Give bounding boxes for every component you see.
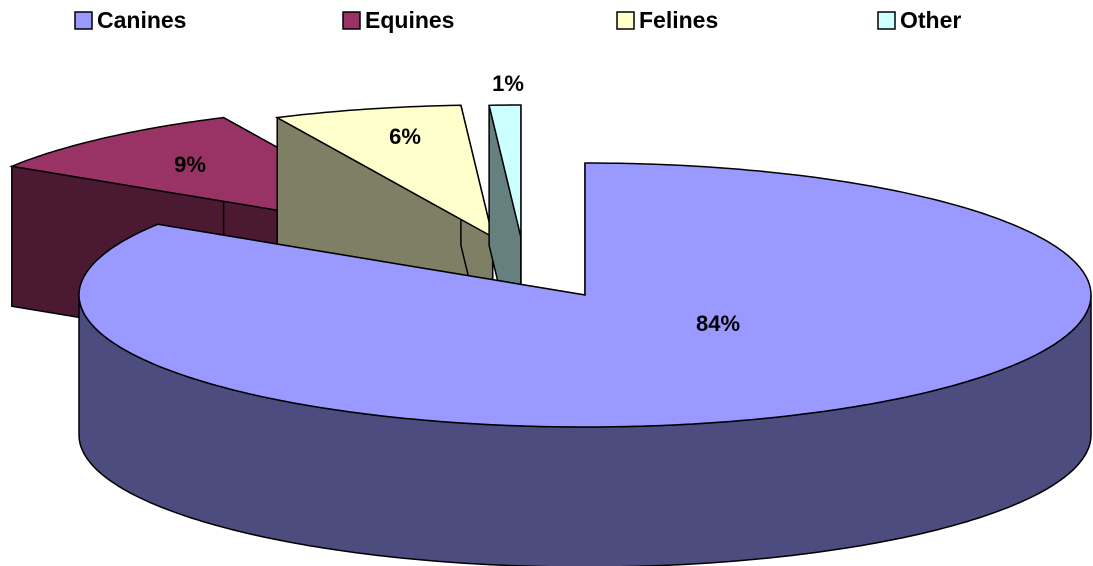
legend-swatch bbox=[877, 11, 896, 30]
slice bbox=[78, 162, 1092, 428]
data-label: 9% bbox=[174, 152, 206, 177]
slice bbox=[488, 104, 522, 238]
legend-swatch bbox=[616, 11, 635, 30]
legend-label: Canines bbox=[97, 7, 186, 33]
data-label: 6% bbox=[389, 124, 421, 149]
legend-label: Felines bbox=[639, 7, 718, 33]
legend-label: Equines bbox=[365, 7, 454, 33]
data-label: 1% bbox=[492, 71, 524, 96]
legend-swatch bbox=[342, 11, 361, 30]
legend-swatch bbox=[74, 11, 93, 30]
slice bbox=[274, 104, 494, 239]
legend-label: Other bbox=[900, 7, 961, 33]
data-label: 84% bbox=[696, 311, 740, 336]
